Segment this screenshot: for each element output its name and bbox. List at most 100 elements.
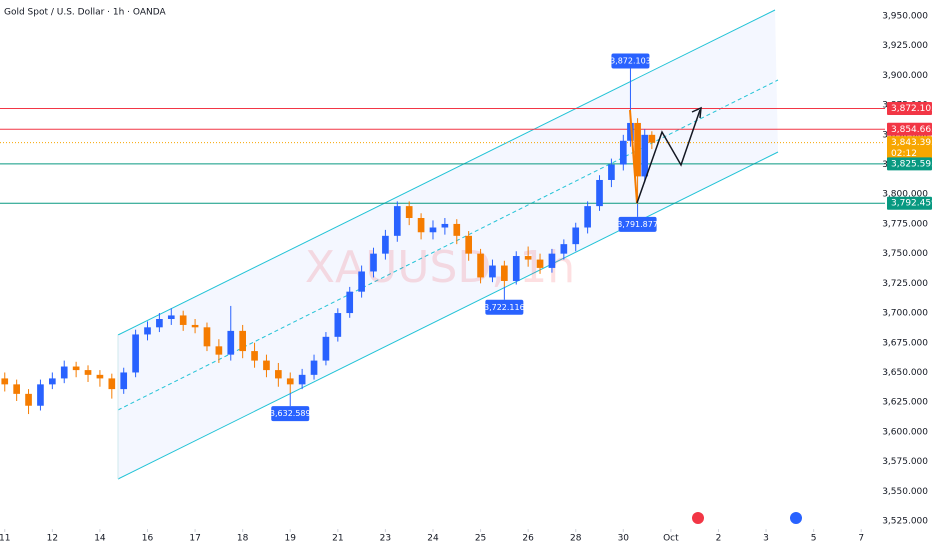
price-label-box bbox=[887, 102, 932, 116]
annotation-label: 3,791.877 bbox=[617, 220, 658, 229]
channel-middle bbox=[117, 79, 779, 411]
x-tick-label: 30 bbox=[618, 534, 630, 544]
candle-body bbox=[648, 134, 656, 143]
candle-body bbox=[465, 235, 472, 254]
candle-body bbox=[215, 346, 223, 355]
candle-body bbox=[239, 330, 246, 352]
annotation-label: 3,632.589 bbox=[270, 409, 311, 418]
x-tick-label: 24 bbox=[427, 534, 439, 544]
candle-body bbox=[358, 271, 365, 292]
candle-body bbox=[489, 265, 496, 278]
candle-body bbox=[60, 366, 68, 379]
x-tick-label: 14 bbox=[94, 534, 106, 544]
candle-body bbox=[453, 223, 461, 236]
candle-body bbox=[346, 291, 354, 314]
candle-body bbox=[263, 360, 270, 371]
x-tick-label: 16 bbox=[142, 534, 154, 544]
event-icon bbox=[692, 512, 704, 524]
x-tick-label: 19 bbox=[285, 534, 297, 544]
candle-body bbox=[429, 227, 437, 233]
candle-body bbox=[167, 315, 175, 319]
candle-body bbox=[191, 324, 199, 328]
annotation-box bbox=[618, 216, 657, 232]
x-tick-label: 17 bbox=[189, 534, 200, 544]
projection-path bbox=[636, 109, 701, 204]
candle-body bbox=[203, 327, 211, 347]
candle-body bbox=[477, 253, 484, 278]
price-label-box bbox=[887, 157, 932, 171]
x-tick-label: 28 bbox=[570, 534, 582, 544]
candle-body bbox=[96, 374, 104, 379]
candle-body bbox=[370, 253, 377, 272]
candle-body bbox=[275, 370, 282, 379]
candle-body bbox=[322, 336, 330, 361]
chart-title: Gold Spot / U.S. Dollar · 1h · OANDA bbox=[4, 8, 166, 18]
candle-body bbox=[641, 134, 649, 177]
candle-body bbox=[405, 206, 413, 218]
candle-body bbox=[382, 235, 389, 254]
candle-body bbox=[310, 360, 318, 375]
candle-body bbox=[286, 378, 294, 385]
x-tick-label: 21 bbox=[332, 534, 343, 544]
y-tick-label: 3,900.000 bbox=[882, 71, 928, 81]
y-tick-label: 3,700.000 bbox=[882, 309, 928, 319]
watermark: XAUUSD, 1h bbox=[305, 242, 575, 293]
candle-body bbox=[393, 206, 401, 236]
y-tick-label: 3,775.000 bbox=[882, 219, 928, 229]
y-tick-label: 3,800.000 bbox=[882, 190, 928, 200]
x-tick-label: 12 bbox=[47, 534, 58, 544]
candle-body bbox=[298, 374, 306, 385]
y-tick-label: 3,750.000 bbox=[882, 249, 928, 259]
x-tick-label: 3 bbox=[763, 534, 769, 544]
countdown-label: 02:12 bbox=[891, 149, 917, 159]
y-tick-label: 3,675.000 bbox=[882, 338, 928, 348]
candle-body bbox=[334, 313, 342, 337]
candle-body bbox=[501, 265, 508, 281]
candle-body bbox=[441, 223, 449, 228]
candle-body bbox=[227, 330, 235, 355]
annotation-box bbox=[611, 53, 650, 69]
candle-body bbox=[144, 327, 151, 335]
annotation-box bbox=[485, 299, 524, 315]
candle-body bbox=[132, 334, 139, 373]
price-label-box bbox=[887, 136, 932, 161]
y-tick-label: 3,950.000 bbox=[882, 12, 928, 22]
x-tick-label: 18 bbox=[237, 534, 249, 544]
candle-body bbox=[25, 393, 32, 406]
candles bbox=[1, 108, 656, 415]
x-tick-label: 26 bbox=[522, 534, 534, 544]
candle-body bbox=[417, 218, 425, 233]
candle-body bbox=[84, 370, 92, 375]
annotation-label: 3,722.116 bbox=[484, 303, 525, 312]
y-tick-label: 3,575.000 bbox=[882, 457, 928, 467]
event-icon bbox=[790, 512, 802, 524]
candle-body bbox=[120, 372, 128, 390]
candle-body bbox=[524, 256, 532, 260]
candle-body bbox=[179, 315, 187, 325]
candle-body bbox=[512, 256, 520, 281]
candle-body bbox=[13, 384, 20, 394]
candle-body bbox=[634, 122, 641, 177]
annotation-label: 3,872.103 bbox=[610, 57, 651, 66]
candle-body bbox=[619, 140, 627, 165]
price-label: 3,825.595 bbox=[891, 159, 932, 169]
levels-layer bbox=[0, 108, 885, 204]
channel-upper bbox=[117, 9, 776, 336]
candle-body bbox=[560, 244, 568, 254]
y-tick-label: 3,725.000 bbox=[882, 279, 928, 289]
x-tick-label: 2 bbox=[716, 534, 722, 544]
candle-body bbox=[536, 259, 544, 268]
y-tick-label: 3,525.000 bbox=[882, 517, 928, 527]
candle-body bbox=[49, 378, 56, 385]
x-tick-label: 25 bbox=[475, 534, 486, 544]
x-tick-label: 7 bbox=[858, 534, 864, 544]
projection-arrowhead bbox=[691, 106, 702, 119]
y-tick-label: 3,600.000 bbox=[882, 427, 928, 437]
annotations-layer: 3,872.103 3,791.877 3,722.116 3,632.589 bbox=[270, 53, 658, 422]
y-tick-label: 3,625.000 bbox=[882, 398, 928, 408]
price-label-box bbox=[887, 196, 932, 210]
x-tick-label: 5 bbox=[811, 534, 817, 544]
candle-body bbox=[156, 319, 163, 328]
candle-body bbox=[627, 122, 634, 141]
